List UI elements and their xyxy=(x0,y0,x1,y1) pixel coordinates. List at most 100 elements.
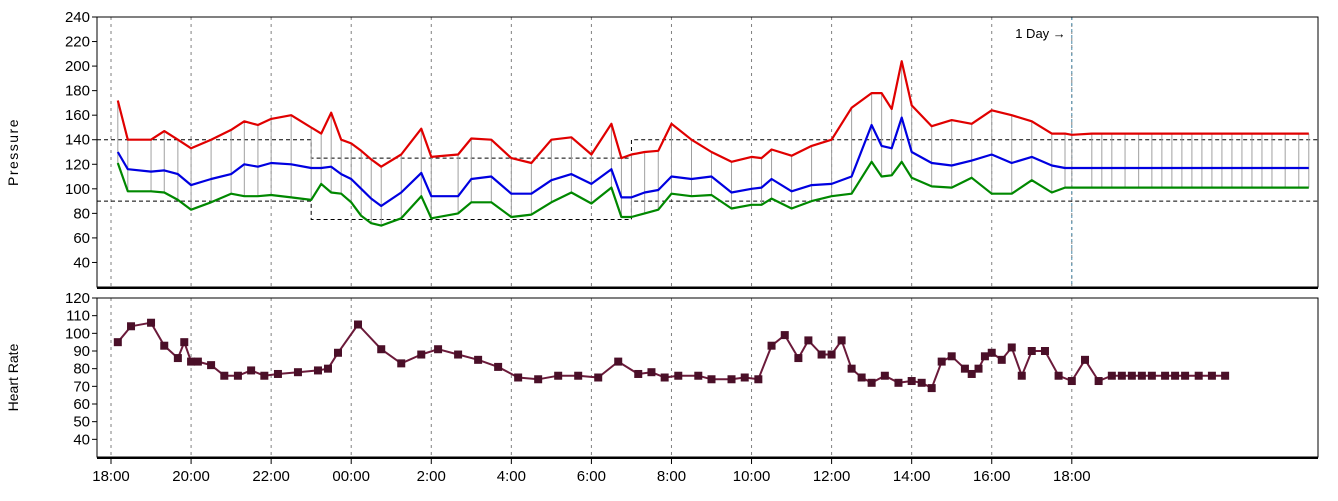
heart-rate-point xyxy=(127,322,136,331)
heart-rate-point xyxy=(727,375,736,384)
heart-rate-point xyxy=(187,357,196,366)
heart-rate-point xyxy=(754,375,763,384)
heart-rate-point xyxy=(1194,371,1203,380)
heart-rate-point xyxy=(1007,343,1016,352)
heart-rate-point xyxy=(554,371,563,380)
heart-rate-point xyxy=(1127,371,1136,380)
heart-rate-point xyxy=(1067,377,1076,386)
diastolic-series-line xyxy=(116,160,1309,227)
heart-rate-point xyxy=(260,371,269,380)
heart-rate-point xyxy=(837,336,846,345)
pressure-y-tick-label: 160 xyxy=(65,107,90,124)
pressure-y-tick-label: 240 xyxy=(65,9,90,26)
hr-y-tick-label: 110 xyxy=(66,308,90,325)
heart-rate-point xyxy=(1137,371,1146,380)
heart-rate-point xyxy=(474,355,483,364)
heart-rate-point xyxy=(707,375,716,384)
pressure-y-tick-label: 60 xyxy=(73,230,90,247)
heart-rate-point xyxy=(113,338,122,347)
heart-rate-point xyxy=(1017,371,1026,380)
heart-rate-point xyxy=(247,366,256,375)
heart-rate-point xyxy=(1107,371,1116,380)
heart-rate-point xyxy=(534,375,543,384)
hr-y-tick-label: 70 xyxy=(73,378,90,395)
hr-y-tick-label: 100 xyxy=(65,325,90,342)
x-tick-label: 8:00 xyxy=(657,468,686,485)
heart-rate-point xyxy=(907,377,916,386)
heart-rate-point xyxy=(514,373,523,382)
heart-rate-point xyxy=(333,348,342,357)
heart-rate-point xyxy=(827,350,836,359)
hr-y-tick-label: 50 xyxy=(73,414,90,431)
pressure-panel: 40 60 80 100 120 140 160 180 200 220 240 Pressure 1 … xyxy=(5,9,1319,289)
heart-rate-point xyxy=(323,364,332,373)
heart-rate-point xyxy=(313,366,322,375)
x-tick-label: 12:00 xyxy=(813,468,851,485)
mean-series-line xyxy=(116,116,1309,208)
heart-rate-point xyxy=(660,373,669,382)
pressure-y-tick-label: 180 xyxy=(65,83,90,100)
heart-rate-point xyxy=(273,369,282,378)
heart-rate-point xyxy=(1207,371,1216,380)
heart-rate-point xyxy=(647,368,656,377)
pressure-y-tick-label: 100 xyxy=(65,181,90,198)
pressure-y-tick-label: 80 xyxy=(73,205,90,222)
heart-rate-point xyxy=(454,350,463,359)
heart-rate-point xyxy=(997,355,1006,364)
heart-rate-point xyxy=(1081,355,1090,364)
pressure-y-tick-label: 200 xyxy=(65,58,90,75)
heart-rate-point xyxy=(947,352,956,361)
x-tick-label: 14:00 xyxy=(893,468,931,485)
hr-y-tick-label: 80 xyxy=(73,361,90,378)
heart-rate-point xyxy=(594,373,603,382)
heart-rate-point xyxy=(434,345,443,354)
heart-rate-point xyxy=(917,378,926,387)
x-tick-label: 18:00 xyxy=(92,468,130,485)
heart-rate-point xyxy=(173,354,182,363)
systolic-series-line xyxy=(116,60,1309,168)
diastolic-threshold-line xyxy=(97,200,1318,220)
x-tick-label: 00:00 xyxy=(332,468,370,485)
heart-rate-point xyxy=(160,341,169,350)
heart-rate-point xyxy=(867,378,876,387)
heart-rate-point xyxy=(967,369,976,378)
hr-y-label: Heart Rate xyxy=(5,343,21,411)
heart-rate-point xyxy=(937,357,946,366)
heart-rate-point xyxy=(674,371,683,380)
pressure-y-tick-label: 140 xyxy=(65,132,90,149)
one-day-annotation: 1 Day → xyxy=(1015,26,1066,41)
heart-rate-point xyxy=(614,357,623,366)
heart-rate-point xyxy=(207,361,216,370)
heart-rate-point xyxy=(233,371,242,380)
heart-rate-point xyxy=(780,331,789,340)
pressure-y-label: Pressure xyxy=(5,118,21,186)
heart-rate-point xyxy=(377,345,386,354)
hr-y-tick-label: 60 xyxy=(73,396,90,413)
heart-rate-point xyxy=(880,371,889,380)
heart-rate-point xyxy=(1040,347,1049,355)
heart-rate-point xyxy=(1117,371,1126,380)
heart-rate-point xyxy=(147,318,156,327)
heart-rate-point xyxy=(1147,371,1156,380)
heart-rate-point xyxy=(193,357,202,366)
heart-rate-point xyxy=(974,364,983,373)
x-tick-label: 2:00 xyxy=(417,468,446,485)
heart-rate-point xyxy=(417,350,426,359)
x-tick-label: 16:00 xyxy=(973,468,1011,485)
heart-rate-point xyxy=(293,368,302,377)
hr-y-tick-label: 40 xyxy=(73,431,90,448)
heart-rate-point xyxy=(354,320,363,329)
heart-rate-point xyxy=(740,373,749,382)
heart-rate-point xyxy=(1094,377,1103,386)
heart-rate-point xyxy=(397,359,406,368)
heart-rate-point xyxy=(1161,371,1170,380)
heart-rate-point xyxy=(857,373,866,382)
heart-rate-point xyxy=(1181,371,1190,380)
heart-rate-point xyxy=(927,384,936,393)
x-tick-label: 6:00 xyxy=(577,468,606,485)
heart-rate-point xyxy=(960,364,969,373)
heart-rate-point xyxy=(634,369,643,378)
heart-rate-point xyxy=(817,350,826,359)
x-tick-label: 18:00 xyxy=(1053,468,1091,485)
